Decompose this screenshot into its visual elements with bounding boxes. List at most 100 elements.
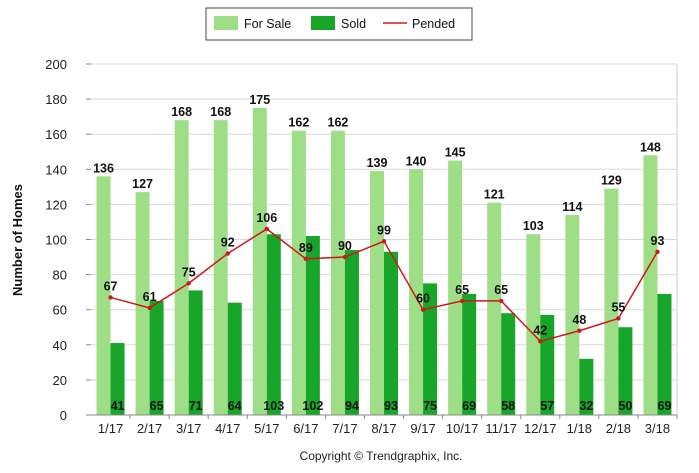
pended-point-4/17 bbox=[225, 251, 230, 256]
label-for-sale-3/17: 168 bbox=[171, 105, 192, 119]
bar-for-sale-2/18 bbox=[604, 188, 619, 415]
bar-for-sale-8/17 bbox=[370, 171, 384, 415]
label-sold-11/17: 58 bbox=[501, 399, 515, 413]
y-tick-label-160: 160 bbox=[45, 127, 67, 142]
label-pended-1/18: 48 bbox=[572, 313, 586, 327]
label-for-sale-2/18: 129 bbox=[601, 174, 622, 188]
label-pended-1/17: 67 bbox=[104, 279, 118, 293]
x-tick-label-4/17: 4/17 bbox=[215, 421, 240, 436]
bar-sold-5/17 bbox=[266, 234, 281, 415]
label-for-sale-5/17: 175 bbox=[249, 93, 270, 107]
pended-point-12/17 bbox=[538, 339, 543, 344]
pended-point-6/17 bbox=[303, 256, 309, 262]
legend-swatch-for-sale bbox=[214, 16, 238, 30]
bar-sold-6/17 bbox=[305, 235, 320, 415]
y-tick-label-80: 80 bbox=[53, 268, 67, 283]
label-sold-5/17: 103 bbox=[263, 399, 284, 413]
label-for-sale-8/17: 139 bbox=[367, 156, 388, 170]
x-tick-label-2/17: 2/17 bbox=[137, 421, 162, 436]
label-pended-3/17: 75 bbox=[182, 265, 196, 279]
legend-swatch-sold bbox=[311, 16, 335, 30]
label-pended-11/17: 65 bbox=[494, 283, 508, 297]
y-tick-label-100: 100 bbox=[45, 233, 67, 248]
label-sold-8/17: 93 bbox=[384, 399, 398, 413]
bar-for-sale-12/17 bbox=[526, 234, 541, 415]
bar-sold-3/18 bbox=[657, 293, 672, 415]
label-pended-2/17: 61 bbox=[143, 290, 157, 304]
bar-sold-8/17 bbox=[384, 251, 398, 415]
x-tick-label-1/17: 1/17 bbox=[98, 421, 123, 436]
label-for-sale-3/18: 148 bbox=[640, 140, 661, 154]
label-for-sale-6/17: 162 bbox=[288, 116, 309, 130]
bar-for-sale-5/17 bbox=[252, 107, 267, 415]
x-tick-label-8/17: 8/17 bbox=[371, 421, 396, 436]
legend-box bbox=[205, 7, 473, 41]
label-for-sale-7/17: 162 bbox=[328, 116, 349, 130]
y-tick-label-60: 60 bbox=[53, 303, 67, 318]
pended-point-3/17 bbox=[186, 281, 191, 286]
label-pended-10/17: 65 bbox=[455, 283, 469, 297]
legend-label-sold: Sold bbox=[341, 17, 366, 31]
bar-sold-2/18 bbox=[618, 327, 633, 415]
bar-sold-4/17 bbox=[227, 302, 242, 415]
pended-point-1/17 bbox=[108, 295, 113, 300]
label-pended-3/18: 93 bbox=[651, 234, 665, 248]
pended-line bbox=[108, 226, 660, 344]
label-for-sale-4/17: 168 bbox=[210, 105, 231, 119]
pended-point-2/18 bbox=[616, 316, 621, 321]
x-tick-label-7/17: 7/17 bbox=[332, 421, 357, 436]
x-tick-label-2/18: 2/18 bbox=[606, 421, 631, 436]
bar-sold-1/17 bbox=[110, 343, 125, 415]
pended-point-9/17 bbox=[420, 307, 426, 312]
pended-point-7/17 bbox=[342, 254, 348, 260]
label-for-sale-1/17: 136 bbox=[93, 161, 114, 175]
y-tick-label-180: 180 bbox=[45, 92, 67, 107]
label-for-sale-11/17: 121 bbox=[484, 188, 505, 202]
y-tick-label-40: 40 bbox=[53, 338, 67, 353]
pended-point-8/17 bbox=[381, 239, 387, 244]
label-sold-6/17: 102 bbox=[302, 399, 323, 413]
bar-for-sale-10/17 bbox=[448, 160, 463, 415]
bar-for-sale-2/17 bbox=[135, 192, 150, 415]
label-sold-4/17: 64 bbox=[228, 399, 242, 413]
label-sold-1/17: 41 bbox=[111, 399, 125, 413]
x-tick-label-1/18: 1/18 bbox=[567, 421, 592, 436]
bar-for-sale-7/17 bbox=[330, 130, 345, 415]
bar-for-sale-11/17 bbox=[487, 202, 502, 415]
y-tick-label-120: 120 bbox=[45, 197, 67, 212]
label-for-sale-1/18: 114 bbox=[562, 200, 582, 214]
x-tick-label-3/17: 3/17 bbox=[176, 421, 201, 436]
bar-for-sale-9/17 bbox=[409, 169, 424, 415]
label-pended-12/17: 42 bbox=[533, 323, 547, 337]
bar-sold-7/17 bbox=[344, 250, 359, 415]
label-sold-3/18: 69 bbox=[658, 399, 672, 413]
bar-for-sale-4/17 bbox=[213, 120, 228, 415]
y-tick-label-200: 200 bbox=[45, 57, 67, 72]
x-tick-label-3/18: 3/18 bbox=[645, 421, 670, 436]
x-axis: 1/17 2/17 3/17 4/17 5/17 6/17 7/17 8/17 9/17 10/1… bbox=[98, 415, 678, 436]
label-sold-3/17: 71 bbox=[189, 399, 203, 413]
bar-sold-1/18 bbox=[579, 358, 594, 415]
pended-point-2/17 bbox=[147, 305, 152, 311]
bar-sold-10/17 bbox=[462, 293, 477, 415]
bar-sold-9/17 bbox=[423, 283, 438, 415]
label-pended-5/17: 106 bbox=[256, 211, 277, 225]
bar-sold-2/17 bbox=[149, 300, 164, 415]
label-sold-12/17: 57 bbox=[540, 399, 554, 413]
label-pended-2/18: 55 bbox=[611, 300, 625, 314]
legend-label-pended: Pended bbox=[412, 17, 455, 31]
label-for-sale-2/17: 127 bbox=[132, 177, 153, 191]
y-tick-label-0: 0 bbox=[60, 408, 67, 423]
label-pended-4/17: 92 bbox=[221, 236, 235, 250]
label-pended-9/17: 60 bbox=[416, 292, 430, 306]
legend: For Sale Sold Pended bbox=[205, 7, 473, 41]
label-sold-2/17: 65 bbox=[150, 399, 164, 413]
data-labels: 136 41 127 65 168 71 168 64 175 103 162 102 162 94 139… bbox=[93, 93, 671, 413]
label-pended-8/17: 99 bbox=[377, 223, 391, 237]
label-sold-7/17: 94 bbox=[345, 399, 359, 413]
label-sold-1/18: 32 bbox=[579, 399, 593, 413]
bar-for-sale-6/17 bbox=[291, 130, 306, 415]
y-tick-label-140: 140 bbox=[45, 162, 67, 177]
x-tick-label-10/17: 10/17 bbox=[446, 421, 479, 436]
